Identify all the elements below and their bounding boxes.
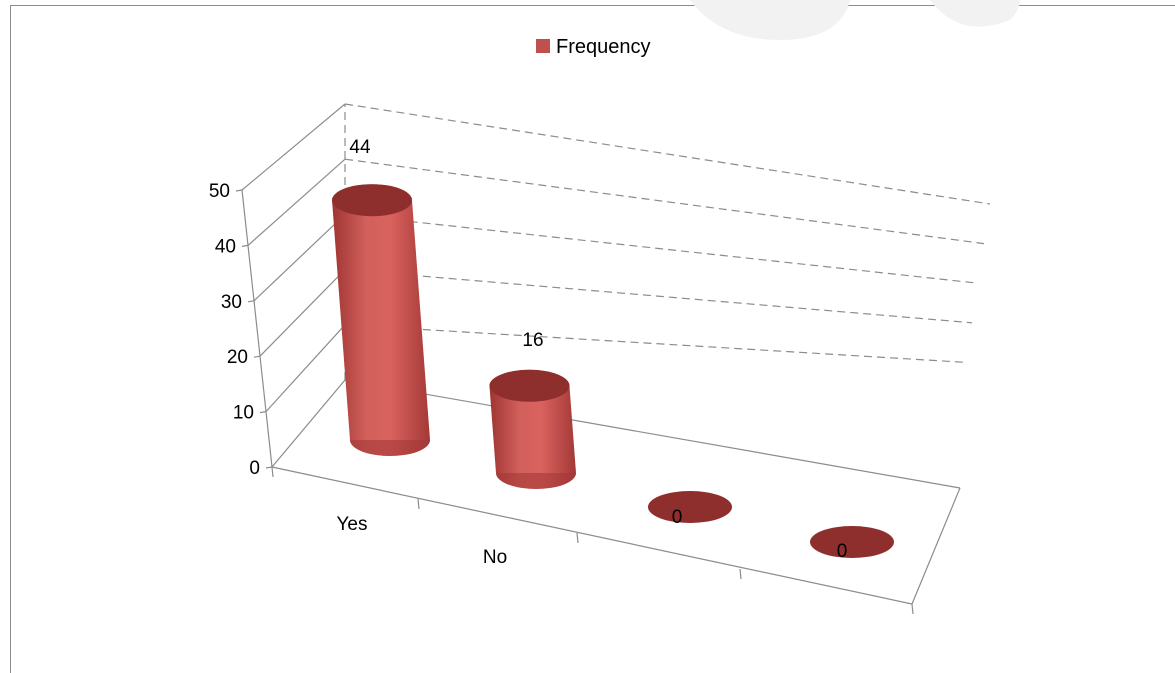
data-label: 0 — [672, 507, 683, 528]
y-tick-mark — [253, 355, 261, 358]
gridline-back — [344, 269, 973, 324]
gridline-side — [241, 103, 346, 191]
gridline-back — [344, 103, 991, 205]
x-category-label: Yes — [337, 514, 368, 535]
legend-swatch — [536, 39, 550, 53]
y-axis-line — [241, 189, 273, 468]
y-tick-mark — [241, 244, 249, 247]
legend-label: Frequency — [556, 36, 651, 58]
gridline-side — [271, 379, 346, 468]
bar-cylinder-top — [332, 184, 413, 217]
bar-cylinder-top — [489, 369, 570, 402]
gridline-back — [344, 158, 985, 245]
gridline-back — [344, 213, 979, 284]
y-tick-label: 50 — [209, 181, 230, 202]
y-tick-mark — [235, 189, 243, 192]
legend: Frequency — [536, 36, 651, 58]
y-tick-mark — [259, 411, 267, 414]
x-tick-mark — [576, 532, 579, 544]
gridline-side — [259, 269, 346, 357]
y-tick-label: 10 — [233, 403, 254, 424]
y-tick-label: 0 — [249, 458, 260, 479]
y-tick-label: 40 — [215, 236, 236, 257]
bar-cylinder-base — [496, 473, 576, 489]
x-axis-line — [271, 466, 913, 605]
x-tick-mark — [911, 603, 914, 615]
floor-right-edge — [911, 487, 961, 605]
bar-cylinder-top — [810, 526, 894, 558]
data-label: 44 — [349, 137, 371, 158]
y-tick-label: 30 — [221, 292, 242, 313]
y-tick-mark — [247, 300, 255, 303]
gridline-side — [265, 324, 346, 413]
bar-cylinder-body — [332, 184, 430, 456]
gridline-side — [247, 158, 346, 246]
gridline-side — [253, 213, 346, 302]
bar-cylinder-top — [648, 491, 732, 523]
bar-cylinder-base — [350, 440, 430, 456]
x-tick-mark — [271, 466, 274, 478]
x-tick-mark — [417, 498, 420, 510]
x-tick-mark — [739, 568, 742, 580]
x-category-label: No — [483, 547, 507, 568]
floor-back-edge — [344, 379, 961, 489]
data-label: 0 — [837, 541, 848, 562]
data-label: 16 — [522, 330, 543, 351]
gridline-back — [344, 324, 967, 363]
y-tick-label: 20 — [227, 347, 248, 368]
y-tick-mark — [265, 466, 273, 469]
chart-frame — [10, 5, 1175, 673]
